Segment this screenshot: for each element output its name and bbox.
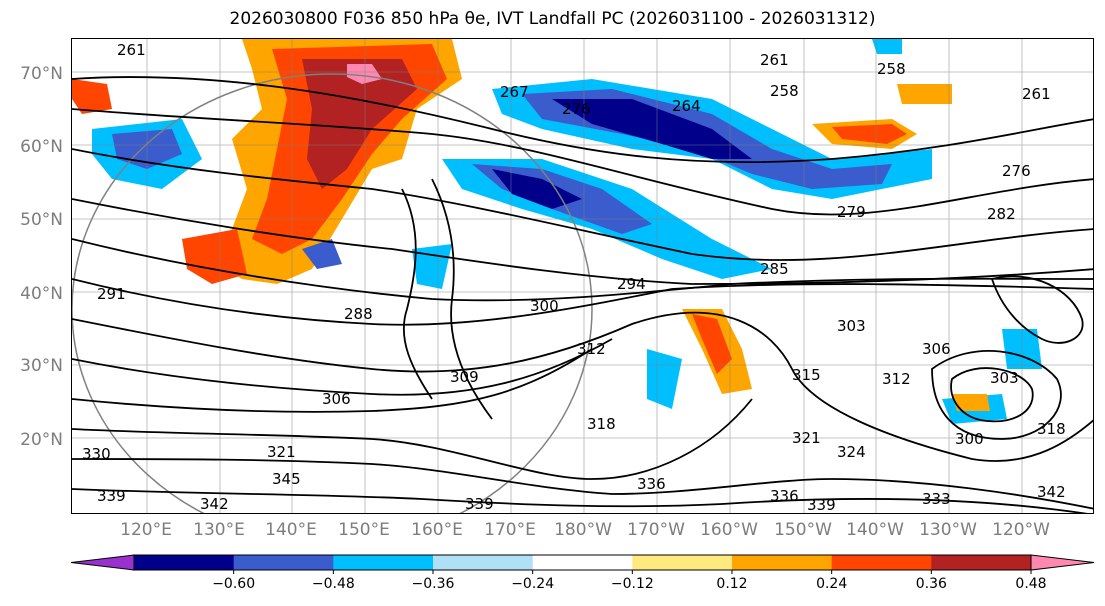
colorbar-tick-label: −0.60 bbox=[212, 576, 256, 592]
contour-label: 336 bbox=[637, 475, 666, 493]
colorbar bbox=[70, 554, 1095, 574]
lat-label-20n: 20°N bbox=[20, 430, 63, 450]
lon-label-160w: 160°W bbox=[700, 520, 758, 540]
colorbar-tick-label: −0.36 bbox=[411, 576, 455, 592]
landfall-region-outline bbox=[72, 73, 593, 513]
colorbar-extend-max bbox=[1030, 554, 1095, 571]
contour-label: 342 bbox=[1037, 483, 1066, 501]
contour-label: 315 bbox=[792, 366, 821, 384]
colorbar-swatch bbox=[931, 555, 1032, 570]
contour-label: 306 bbox=[922, 340, 951, 358]
contour-label: 300 bbox=[955, 430, 984, 448]
lon-label-120w: 120°W bbox=[992, 520, 1050, 540]
contour-label: 318 bbox=[587, 415, 616, 433]
contour-label: 330 bbox=[82, 445, 111, 463]
colorbar-swatch bbox=[632, 555, 733, 570]
colorbar-swatch bbox=[732, 555, 833, 570]
contour-label: 312 bbox=[882, 370, 911, 388]
lon-label-140e: 140°E bbox=[265, 520, 317, 540]
contour-label: 282 bbox=[987, 205, 1016, 223]
colorbar-swatch bbox=[433, 555, 534, 570]
contour-label: 261 bbox=[117, 41, 146, 59]
contour-label: 339 bbox=[807, 496, 836, 514]
contour-label: 339 bbox=[97, 487, 126, 505]
contour-label: 291 bbox=[97, 285, 126, 303]
contour-label: 276 bbox=[562, 100, 591, 118]
colorbar-swatch bbox=[233, 555, 334, 570]
lon-label-150e: 150°E bbox=[338, 520, 390, 540]
lon-label-160e: 160°E bbox=[411, 520, 463, 540]
lat-label-60n: 60°N bbox=[20, 137, 63, 157]
lon-label-150w: 150°W bbox=[774, 520, 832, 540]
lon-label-140w: 140°W bbox=[846, 520, 904, 540]
map-title: 2026030800 F036 850 hPa θe, IVT Landfall… bbox=[229, 9, 876, 29]
colorbar-extend-min bbox=[70, 554, 135, 571]
colorbar-swatch bbox=[333, 555, 434, 570]
contour-label: 339 bbox=[465, 495, 494, 513]
lon-label-130w: 130°W bbox=[919, 520, 977, 540]
contour-label: 324 bbox=[837, 443, 866, 461]
colorbar-swatch bbox=[532, 555, 633, 570]
contour-label: 309 bbox=[450, 368, 479, 386]
lat-label-50n: 50°N bbox=[20, 210, 63, 230]
contour-label: 288 bbox=[344, 305, 373, 323]
contour-label: 321 bbox=[267, 443, 296, 461]
contour-label: 312 bbox=[577, 340, 606, 358]
contour-label: 342 bbox=[200, 495, 229, 513]
theta-e-contours bbox=[72, 76, 1093, 513]
colorbar-tick-label: 0.48 bbox=[1015, 576, 1047, 592]
colorbar-tick-label: −0.12 bbox=[610, 576, 654, 592]
map-canvas: 261 261 258 258 267 276 264 261 276 279 … bbox=[72, 39, 1093, 514]
colorbar-tick-label: 0.24 bbox=[816, 576, 848, 592]
colorbar-tick-label: 0.36 bbox=[915, 576, 947, 592]
contour-label: 300 bbox=[530, 297, 559, 315]
colorbar-swatch bbox=[831, 555, 932, 570]
contour-label: 345 bbox=[272, 470, 301, 488]
contour-label: 294 bbox=[617, 275, 646, 293]
colorbar-swatch bbox=[134, 555, 235, 570]
contour-label: 258 bbox=[877, 60, 906, 78]
contour-label: 333 bbox=[922, 490, 951, 508]
lon-label-170w: 170°W bbox=[627, 520, 685, 540]
contour-label: 303 bbox=[990, 369, 1019, 387]
contour-label: 321 bbox=[792, 429, 821, 447]
lat-label-30n: 30°N bbox=[20, 356, 63, 376]
map-panel: 261 261 258 258 267 276 264 261 276 279 … bbox=[71, 38, 1094, 514]
lat-label-40n: 40°N bbox=[20, 284, 63, 304]
anomaly-fills bbox=[72, 39, 1042, 424]
contour-label: 261 bbox=[760, 51, 789, 69]
colorbar-tick-label: −0.48 bbox=[311, 576, 355, 592]
contour-label: 276 bbox=[1002, 162, 1031, 180]
contour-label: 258 bbox=[770, 82, 799, 100]
contour-label: 261 bbox=[1022, 85, 1051, 103]
contour-label: 267 bbox=[500, 83, 529, 101]
graticule bbox=[72, 39, 1093, 513]
lon-label-130e: 130°E bbox=[193, 520, 245, 540]
contour-label: 303 bbox=[837, 317, 866, 335]
colorbar-tick-label: −0.24 bbox=[511, 576, 555, 592]
lat-label-70n: 70°N bbox=[20, 64, 63, 84]
contour-labels: 261 261 258 258 267 276 264 261 276 279 … bbox=[82, 41, 1066, 514]
colorbar-segments bbox=[70, 554, 1095, 574]
contour-label: 264 bbox=[672, 97, 701, 115]
contour-label: 285 bbox=[760, 260, 789, 278]
lon-label-180w: 180°W bbox=[554, 520, 612, 540]
contour-label: 318 bbox=[1037, 420, 1066, 438]
lon-label-120e: 120°E bbox=[120, 520, 172, 540]
lon-label-170e: 170°E bbox=[484, 520, 536, 540]
colorbar-tick-label: 0.12 bbox=[716, 576, 748, 592]
contour-label: 279 bbox=[837, 203, 866, 221]
contour-label: 336 bbox=[770, 487, 799, 505]
colorbar-outline bbox=[133, 554, 1032, 571]
contour-label: 306 bbox=[322, 390, 351, 408]
